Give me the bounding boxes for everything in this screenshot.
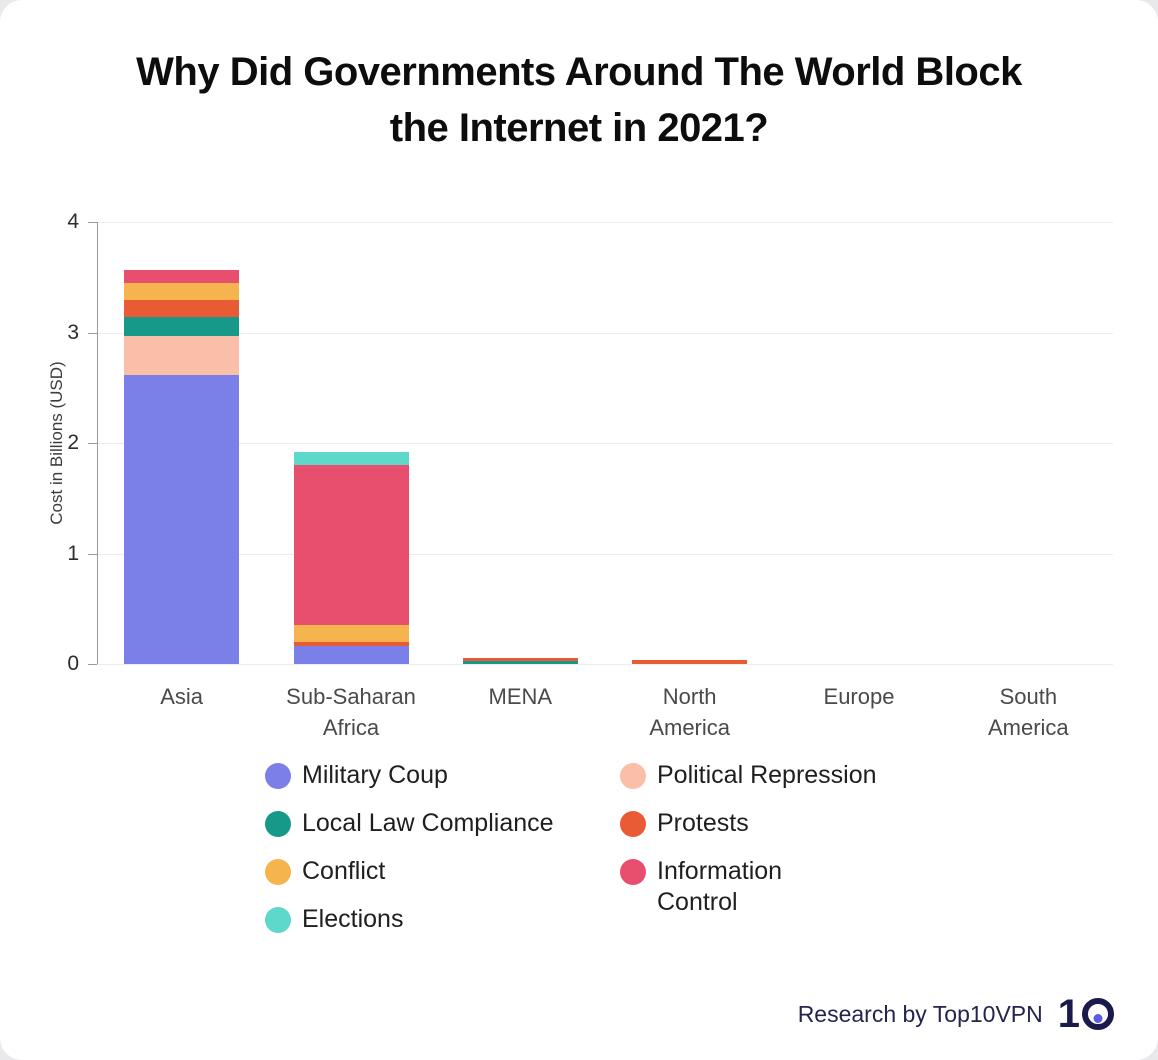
- y-tick-mark: [88, 332, 97, 334]
- legend-column-right: Political Repression Protests Information …: [620, 760, 877, 935]
- x-axis-label-europe: Europe: [823, 684, 895, 709]
- y-axis-line: [97, 222, 98, 664]
- y-tick-mark: [88, 553, 97, 555]
- y-tick-label: 3: [67, 320, 79, 344]
- legend-swatch-icon: [265, 811, 291, 837]
- bar-segment-local-law-compliance[interactable]: [462, 660, 578, 664]
- legend-swatch-icon: [265, 859, 291, 885]
- legend-label: Political Repression: [657, 761, 877, 789]
- footer: Research by Top10VPN 1: [798, 994, 1114, 1034]
- legend-swatch-icon: [620, 859, 646, 885]
- legend-label: Information Control: [657, 857, 783, 916]
- legend-item-elections[interactable]: Elections: [265, 904, 620, 935]
- legend-swatch-icon: [265, 907, 291, 933]
- logo-numeral: 1: [1057, 992, 1080, 1036]
- x-axis-label-mena: MENA: [488, 684, 553, 709]
- bar-segment-information-control[interactable]: [293, 465, 409, 626]
- bar-segment-protests[interactable]: [632, 659, 748, 664]
- y-tick-label: 2: [67, 431, 79, 454]
- y-tick-mark: [88, 443, 97, 444]
- bar-segment-local-law-compliance[interactable]: [124, 317, 240, 336]
- legend-label: Military Coup: [302, 761, 448, 789]
- bar-segment-military-coup[interactable]: [124, 374, 240, 664]
- legend-item-protests[interactable]: Protests: [620, 808, 877, 839]
- logo-dot-icon: [1093, 1014, 1103, 1023]
- bar-segment-information-control[interactable]: [124, 269, 240, 283]
- y-tick-label: 4: [67, 210, 79, 233]
- chart-title: Why Did Governments Around The World Blo…: [0, 0, 1158, 156]
- bar-segment-military-coup[interactable]: [293, 646, 409, 664]
- gridline: [97, 443, 1113, 444]
- bar-segment-protests[interactable]: [293, 641, 409, 647]
- legend-item-information-control[interactable]: Information Control: [620, 856, 877, 918]
- x-axis-label-asia: Asia: [160, 684, 204, 709]
- chart-title-line2: the Internet in 2021?: [389, 106, 769, 150]
- credit-text: Research by Top10VPN: [797, 1000, 1043, 1027]
- legend-item-local-law-compliance[interactable]: Local Law Compliance: [265, 808, 620, 839]
- y-axis-label: Cost in Billions (USD): [47, 361, 66, 525]
- legend-label: Conflict: [302, 857, 386, 885]
- y-tick-label: 1: [67, 541, 79, 565]
- chart-title-line1: Why Did Governments Around The World Blo…: [136, 50, 1022, 94]
- y-tick-mark: [88, 664, 97, 665]
- bar-segment-protests[interactable]: [462, 658, 578, 661]
- legend-label: Elections: [302, 905, 404, 933]
- gridline: [97, 553, 1113, 555]
- x-axis-label-south-america: South America: [987, 684, 1069, 740]
- bar-segment-conflict[interactable]: [124, 282, 240, 301]
- legend-swatch-icon: [620, 811, 646, 837]
- gridline: [97, 332, 1113, 334]
- bar-segment-conflict[interactable]: [293, 625, 409, 642]
- gridline: [97, 222, 1113, 223]
- bar-segment-protests[interactable]: [124, 300, 240, 318]
- legend-item-political-repression[interactable]: Political Repression: [620, 760, 877, 791]
- y-tick-mark: [88, 222, 97, 223]
- legend-label: Local Law Compliance: [302, 809, 554, 837]
- bar-segment-political-repression[interactable]: [124, 335, 240, 375]
- gridline: [97, 664, 1113, 665]
- legend-column-left: Military Coup Local Law Compliance Conflic…: [265, 760, 620, 952]
- y-tick-label: 0: [67, 652, 79, 675]
- legend-label: Protests: [657, 809, 749, 837]
- legend-item-conflict[interactable]: Conflict: [265, 856, 620, 887]
- legend-swatch-icon: [620, 763, 646, 789]
- x-axis-label-sub-saharan-africa: Sub-Saharan Africa: [286, 684, 416, 740]
- legend: Military Coup Local Law Compliance Conflic…: [265, 760, 877, 952]
- x-axis-label-north-america: North America: [649, 684, 730, 740]
- top10vpn-logo: 1: [1058, 994, 1114, 1034]
- logo-ring-icon: [1082, 998, 1114, 1030]
- legend-swatch-icon: [265, 763, 291, 789]
- legend-item-military-coup[interactable]: Military Coup: [265, 760, 620, 791]
- plot-area: 0 1 2 3 4 Asia Sub-Saharan Africa MENA North Ame…: [67, 210, 1113, 740]
- bar-segment-elections[interactable]: [293, 451, 409, 466]
